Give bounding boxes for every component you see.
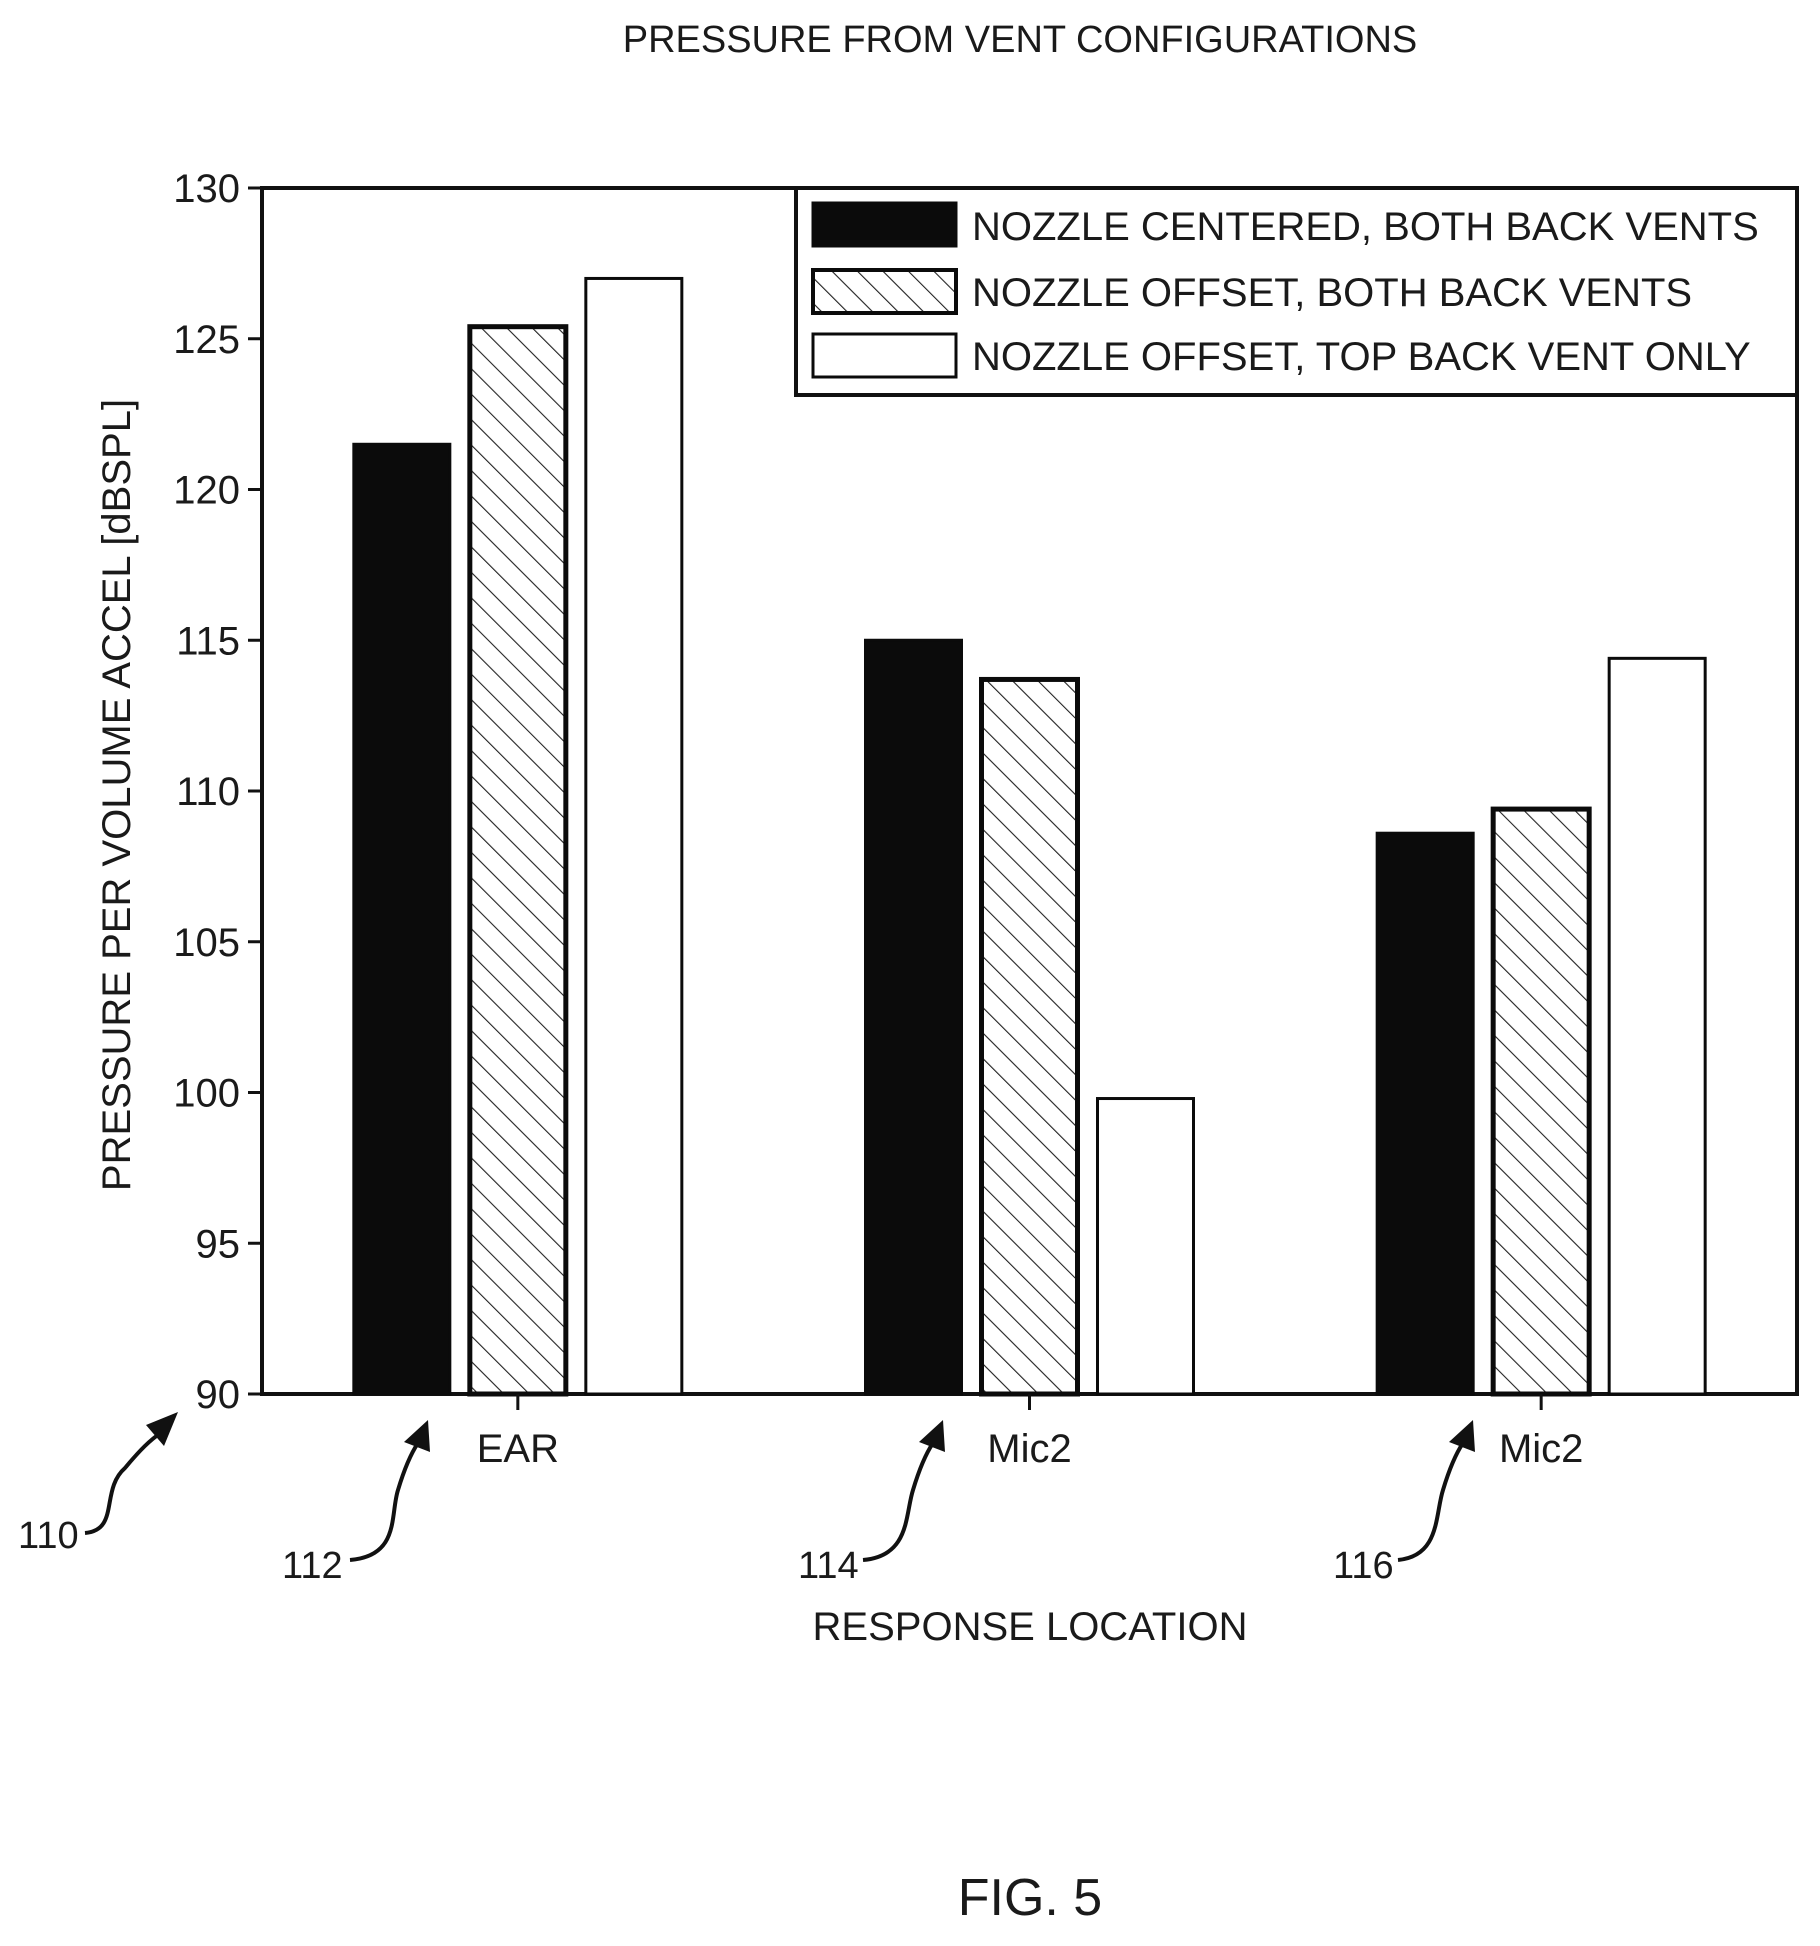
- y-tick-label: 120: [173, 469, 240, 513]
- legend-swatch-solid: [811, 201, 958, 248]
- figure-caption: FIG. 5: [958, 1869, 1102, 1927]
- bar-hatched: [1490, 806, 1592, 1397]
- legend-label-3: NOZZLE OFFSET, TOP BACK VENT ONLY: [972, 335, 1751, 379]
- bar-empty: [1607, 656, 1707, 1396]
- y-axis-label: PRESSURE PER VOLUME ACCEL [dBSPL]: [95, 399, 139, 1191]
- arrow-110-icon: [84, 1430, 164, 1535]
- y-tick-label: 110: [176, 770, 240, 814]
- bar-empty: [1096, 1097, 1195, 1396]
- bars: [352, 276, 1707, 1397]
- arrow-114-head-icon: [919, 1420, 945, 1452]
- x-tick-label: Mic2: [987, 1427, 1071, 1471]
- x-tick-label: EAR: [477, 1427, 559, 1471]
- annotation-112: 112: [282, 1545, 343, 1587]
- y-tick-label: 115: [176, 619, 240, 663]
- legend-swatch-empty: [811, 332, 958, 379]
- annotation-110: 110: [18, 1515, 79, 1557]
- bar-solid: [352, 442, 452, 1396]
- arrow-114-icon: [862, 1441, 935, 1562]
- arrow-110-head-icon: [146, 1412, 178, 1446]
- bar-solid: [864, 638, 963, 1396]
- arrow-116-head-icon: [1449, 1420, 1475, 1452]
- annotation-116: 116: [1333, 1545, 1394, 1587]
- bar-hatched: [467, 324, 569, 1397]
- y-tick-label: 105: [173, 921, 240, 965]
- reference-annotations: 110 112 114 116: [18, 1412, 1475, 1587]
- legend-box: [794, 186, 1799, 397]
- legend-swatch-hatched: [811, 268, 958, 315]
- bar-solid: [1375, 831, 1475, 1396]
- bar-empty: [584, 276, 684, 1396]
- chart-title: PRESSURE FROM VENT CONFIGURATIONS: [623, 19, 1418, 61]
- y-tick-label: 125: [173, 318, 240, 362]
- arrow-116-icon: [1397, 1441, 1465, 1562]
- x-tick-label: Mic2: [1499, 1427, 1583, 1471]
- y-axis-ticks: 90 95 100 105 110 115 120 125 130: [173, 167, 262, 1417]
- legend: NOZZLE CENTERED, BOTH BACK VENTS NOZZLE …: [794, 186, 1799, 397]
- x-axis-label: RESPONSE LOCATION: [813, 1605, 1248, 1649]
- legend-label-1: NOZZLE CENTERED, BOTH BACK VENTS: [972, 205, 1759, 249]
- x-axis-ticks: EAR Mic2 Mic2: [477, 1394, 1583, 1471]
- arrow-112-head-icon: [404, 1420, 430, 1452]
- bar-hatched: [979, 676, 1080, 1397]
- y-tick-label: 130: [173, 167, 240, 211]
- y-tick-label: 95: [196, 1222, 241, 1266]
- y-tick-label: 100: [173, 1072, 240, 1116]
- annotation-114: 114: [798, 1545, 859, 1587]
- y-tick-label: 90: [196, 1373, 241, 1417]
- legend-label-2: NOZZLE OFFSET, BOTH BACK VENTS: [972, 271, 1692, 315]
- arrow-112-icon: [349, 1441, 420, 1562]
